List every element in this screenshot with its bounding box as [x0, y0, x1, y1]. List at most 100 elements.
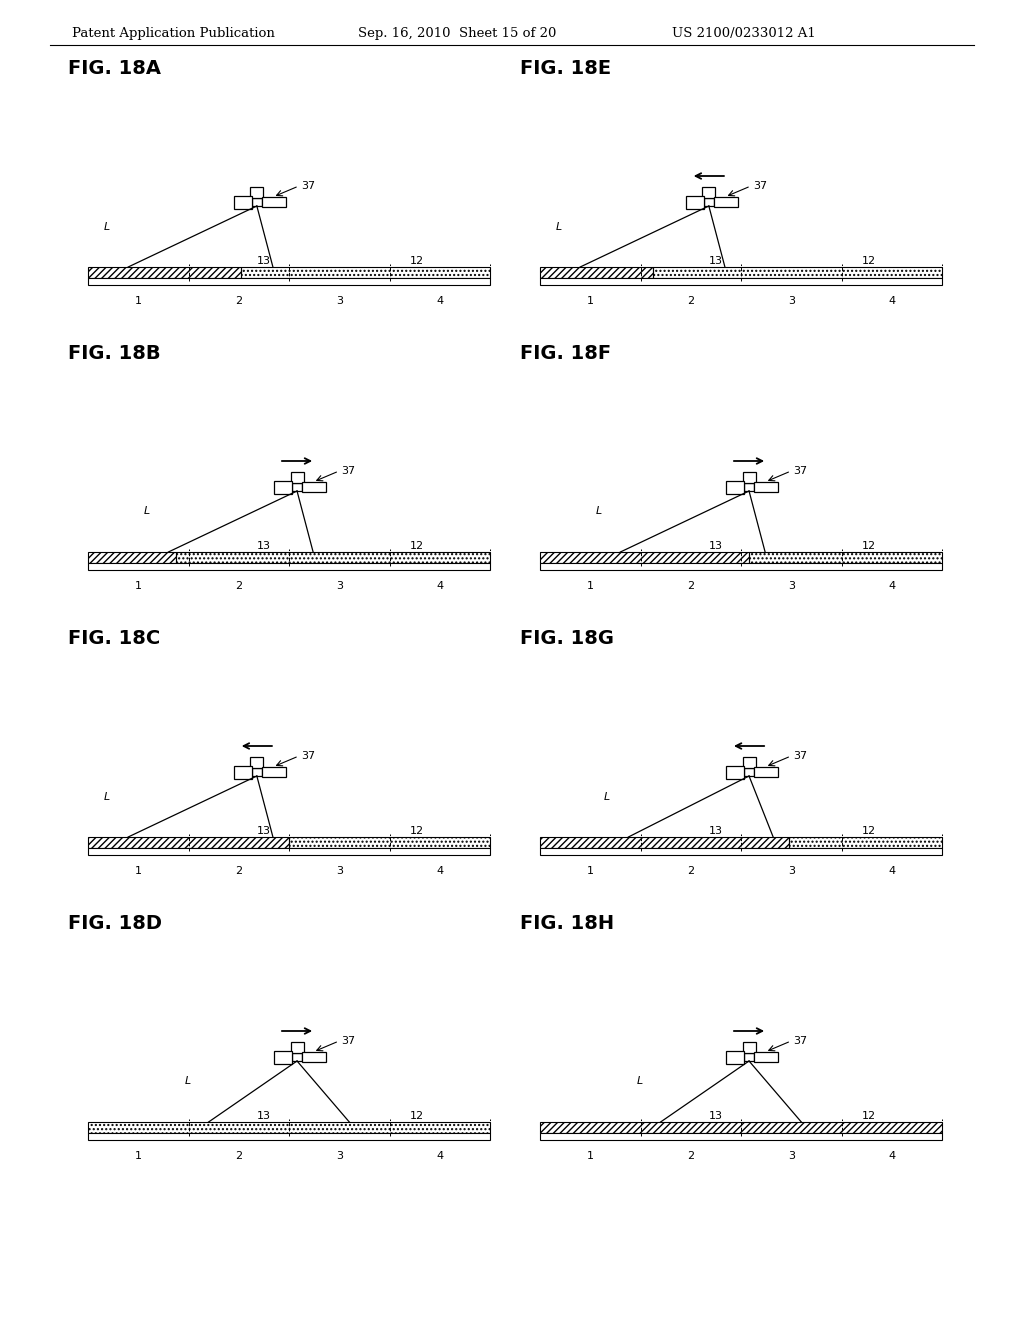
Text: 12: 12 [861, 541, 876, 550]
Bar [702, 187, 716, 198]
Bar [302, 482, 326, 492]
Text: 4: 4 [888, 866, 895, 876]
Bar [726, 480, 744, 494]
Text: L: L [144, 507, 151, 516]
Bar [88, 847, 490, 855]
Bar [754, 482, 778, 492]
Text: 13: 13 [709, 826, 723, 836]
Bar [540, 552, 749, 564]
Text: 13: 13 [709, 541, 723, 550]
Bar [714, 197, 738, 207]
Bar [262, 767, 286, 777]
Text: 3: 3 [787, 1151, 795, 1162]
Text: 13: 13 [257, 256, 270, 267]
Text: L: L [636, 1077, 643, 1086]
Bar [742, 473, 756, 483]
Bar [742, 1041, 756, 1053]
Text: 3: 3 [787, 581, 795, 591]
Text: 2: 2 [687, 296, 694, 306]
Text: 4: 4 [436, 1151, 443, 1162]
Bar [250, 756, 263, 768]
Text: 13: 13 [257, 826, 270, 836]
Bar [233, 766, 252, 779]
Text: 12: 12 [861, 826, 876, 836]
Bar [252, 768, 262, 776]
Text: 3: 3 [336, 296, 343, 306]
Text: 4: 4 [888, 581, 895, 591]
Text: FIG. 18C: FIG. 18C [68, 630, 160, 648]
Text: 2: 2 [687, 1151, 694, 1162]
Bar [250, 187, 263, 198]
Bar [176, 552, 490, 564]
Text: 13: 13 [709, 256, 723, 267]
Text: 12: 12 [410, 1111, 424, 1121]
Bar [302, 1052, 326, 1063]
Bar [88, 552, 176, 564]
Text: FIG. 18D: FIG. 18D [68, 913, 162, 933]
Text: 1: 1 [135, 1151, 141, 1162]
Text: 37: 37 [341, 466, 355, 477]
Text: L: L [604, 792, 610, 801]
Bar [289, 837, 490, 847]
Text: 4: 4 [888, 1151, 895, 1162]
Bar [233, 195, 252, 209]
Text: 1: 1 [135, 581, 141, 591]
Text: 37: 37 [301, 181, 315, 191]
Text: 1: 1 [135, 866, 141, 876]
Text: 3: 3 [787, 296, 795, 306]
Bar [540, 837, 790, 847]
Text: 37: 37 [793, 751, 807, 762]
Text: L: L [104, 222, 111, 231]
Bar [88, 1133, 490, 1140]
Bar [88, 837, 289, 847]
Bar [292, 483, 302, 491]
Text: 2: 2 [687, 581, 694, 591]
Text: FIG. 18B: FIG. 18B [68, 345, 161, 363]
Bar [749, 552, 942, 564]
Text: 12: 12 [861, 256, 876, 267]
Bar [291, 1041, 303, 1053]
Text: 37: 37 [753, 181, 767, 191]
Text: 3: 3 [787, 866, 795, 876]
Bar [744, 1053, 754, 1061]
Bar [540, 564, 942, 570]
Text: Sep. 16, 2010  Sheet 15 of 20: Sep. 16, 2010 Sheet 15 of 20 [358, 26, 556, 40]
Text: 2: 2 [687, 866, 694, 876]
Text: 13: 13 [257, 541, 270, 550]
Text: L: L [184, 1077, 190, 1086]
Bar [744, 483, 754, 491]
Bar [540, 279, 942, 285]
Bar [262, 197, 286, 207]
Text: Patent Application Publication: Patent Application Publication [72, 26, 274, 40]
Text: 37: 37 [341, 1036, 355, 1045]
Text: L: L [104, 792, 111, 801]
Text: 2: 2 [236, 296, 243, 306]
Text: 4: 4 [888, 296, 895, 306]
Text: 12: 12 [410, 256, 424, 267]
Text: 3: 3 [336, 1151, 343, 1162]
Bar [241, 267, 490, 279]
Text: 12: 12 [410, 541, 424, 550]
Bar [754, 767, 778, 777]
Text: FIG. 18G: FIG. 18G [520, 630, 614, 648]
Bar [291, 473, 303, 483]
Bar [703, 198, 714, 206]
Text: 13: 13 [257, 1111, 270, 1121]
Text: 12: 12 [410, 826, 424, 836]
Text: 3: 3 [336, 866, 343, 876]
Text: FIG. 18H: FIG. 18H [520, 913, 614, 933]
Text: 2: 2 [236, 1151, 243, 1162]
Bar [540, 1133, 942, 1140]
Bar [540, 847, 942, 855]
Text: FIG. 18F: FIG. 18F [520, 345, 611, 363]
Text: 2: 2 [236, 866, 243, 876]
Text: 1: 1 [587, 581, 594, 591]
Text: 1: 1 [587, 866, 594, 876]
Bar [686, 195, 703, 209]
Text: 1: 1 [587, 296, 594, 306]
Text: 1: 1 [587, 1151, 594, 1162]
Bar [88, 267, 241, 279]
Text: FIG. 18E: FIG. 18E [520, 59, 611, 78]
Text: 2: 2 [236, 581, 243, 591]
Bar [742, 756, 756, 768]
